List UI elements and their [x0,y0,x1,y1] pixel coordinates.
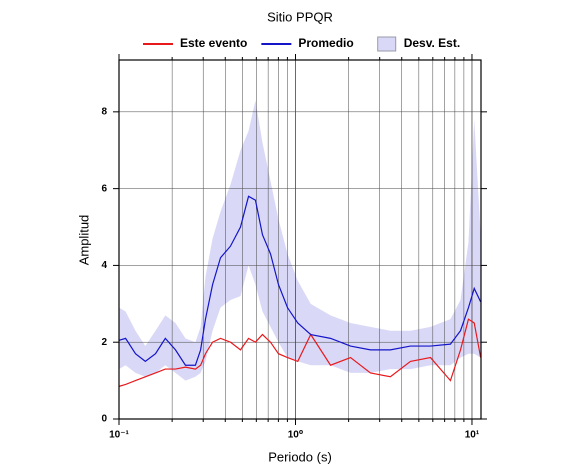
y-tick-label: 6 [101,183,107,194]
x-tick-label: 10⁻¹ [109,430,129,441]
y-tick-label: 2 [101,337,107,348]
y-tick-label: 4 [101,260,107,271]
legend-label: Desv. Est. [404,36,460,50]
legend-label: Promedio [298,36,353,50]
legend-label: Este evento [180,36,247,50]
y-tick-label: 8 [101,106,107,117]
plot-frame [118,59,482,420]
y-axis-label: Amplitud [76,215,91,266]
x-tick-label: 10¹ [465,430,480,441]
y-tick-label: 0 [101,414,107,425]
x-tick-label: 10⁰ [288,430,304,441]
std-band [119,100,481,381]
series-line [118,318,482,387]
legend-swatch [377,36,397,52]
chart-title: Sitio PPQR [267,9,333,24]
series-line [118,195,482,366]
x-axis-label: Periodo (s) [268,449,332,464]
